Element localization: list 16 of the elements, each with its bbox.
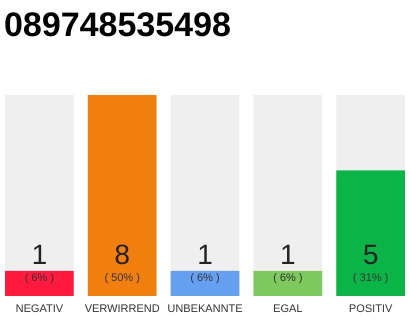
data-label: 1 xyxy=(197,239,213,270)
annotation: ( 50% ) xyxy=(104,272,140,284)
x-tick-label: UNBEKANNTE xyxy=(167,303,243,315)
x-tick-label: NEGATIV xyxy=(16,303,64,315)
annotation: ( 6% ) xyxy=(273,272,302,284)
x-tick-label: POSITIV xyxy=(348,303,393,315)
data-label: 5 xyxy=(362,239,378,270)
data-label: 8 xyxy=(114,239,130,270)
data-label: 1 xyxy=(280,239,296,270)
annotation: ( 6% ) xyxy=(190,272,220,284)
x-tick-label: VERWIRREND xyxy=(84,303,160,315)
chart-title: 089748535498 xyxy=(4,6,231,44)
data-label: 1 xyxy=(32,239,48,270)
x-tick-label: EGAL xyxy=(273,303,302,315)
annotation: ( 31% ) xyxy=(352,272,388,284)
annotation: ( 6% ) xyxy=(24,272,54,284)
